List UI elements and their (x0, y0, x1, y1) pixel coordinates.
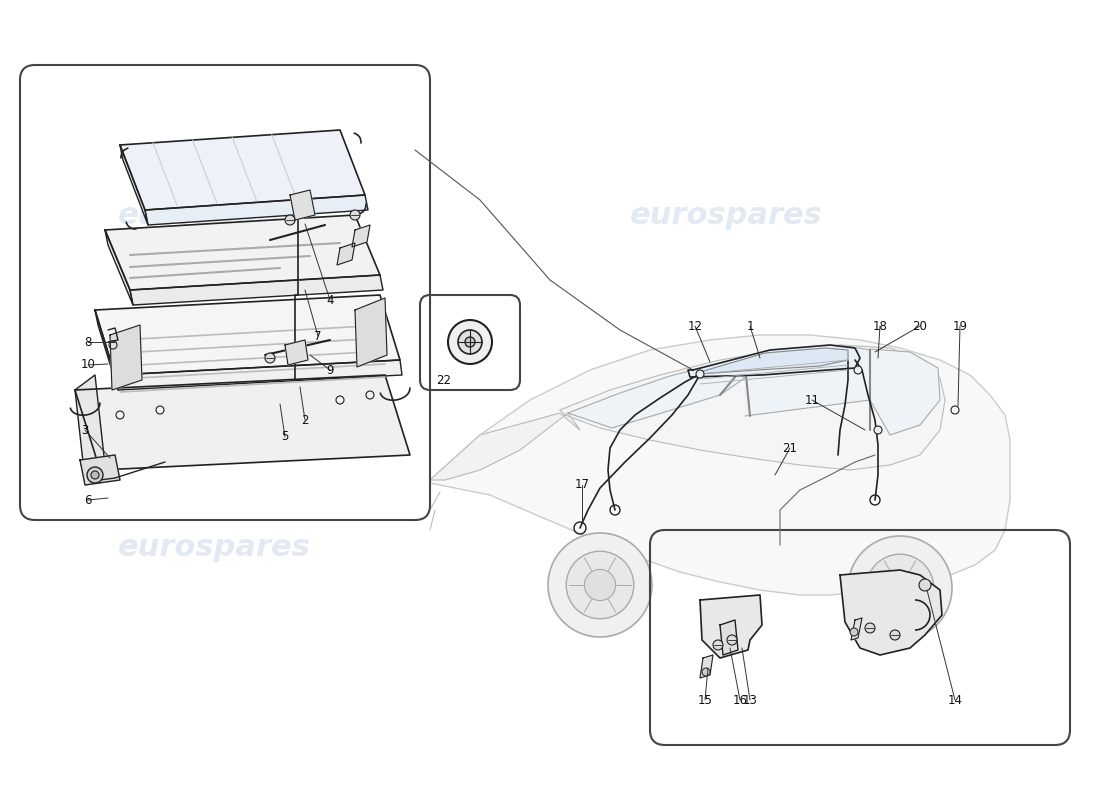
Circle shape (713, 640, 723, 650)
Circle shape (458, 330, 482, 354)
Text: 16: 16 (733, 694, 748, 706)
Text: 19: 19 (953, 319, 968, 333)
Polygon shape (337, 243, 355, 265)
Circle shape (850, 628, 858, 636)
Circle shape (874, 426, 882, 434)
Text: 6: 6 (85, 494, 91, 506)
Text: eurospares: eurospares (629, 534, 823, 562)
Circle shape (702, 668, 710, 676)
Circle shape (87, 467, 103, 483)
Polygon shape (745, 345, 870, 416)
Polygon shape (870, 349, 940, 435)
Text: 9: 9 (327, 363, 333, 377)
Text: 4: 4 (327, 294, 333, 306)
Polygon shape (352, 225, 370, 247)
Polygon shape (95, 310, 118, 390)
Polygon shape (130, 275, 383, 305)
Text: 3: 3 (81, 423, 89, 437)
Polygon shape (430, 335, 1010, 595)
Polygon shape (80, 455, 120, 485)
Polygon shape (700, 595, 762, 658)
Polygon shape (120, 130, 365, 210)
Circle shape (884, 573, 915, 603)
Text: 21: 21 (782, 442, 797, 454)
Text: 5: 5 (282, 430, 288, 443)
Circle shape (890, 630, 900, 640)
Circle shape (465, 337, 475, 347)
Text: 22: 22 (437, 374, 451, 386)
Text: 17: 17 (574, 478, 590, 491)
Polygon shape (697, 348, 848, 374)
Circle shape (285, 215, 295, 225)
Text: 20: 20 (913, 319, 927, 333)
Text: 1: 1 (746, 319, 754, 333)
Polygon shape (720, 620, 738, 655)
Polygon shape (568, 363, 745, 428)
Polygon shape (145, 195, 368, 225)
Polygon shape (700, 655, 713, 678)
Circle shape (696, 370, 704, 378)
Polygon shape (95, 295, 400, 375)
Circle shape (918, 579, 931, 591)
Polygon shape (285, 340, 308, 365)
Circle shape (566, 551, 634, 619)
Text: eurospares: eurospares (118, 534, 311, 562)
Polygon shape (104, 215, 379, 290)
Polygon shape (355, 298, 387, 367)
Text: 11: 11 (804, 394, 820, 406)
Circle shape (91, 471, 99, 479)
Circle shape (265, 353, 275, 363)
Text: 15: 15 (697, 694, 713, 706)
Circle shape (584, 570, 616, 601)
Polygon shape (116, 360, 402, 390)
Text: 2: 2 (301, 414, 309, 426)
Text: 18: 18 (872, 319, 888, 333)
Polygon shape (120, 145, 148, 225)
Polygon shape (290, 190, 315, 220)
Polygon shape (75, 375, 104, 480)
Circle shape (865, 623, 874, 633)
Text: 14: 14 (947, 694, 962, 706)
Polygon shape (688, 345, 860, 377)
Circle shape (350, 210, 360, 220)
Polygon shape (840, 570, 942, 655)
Polygon shape (430, 413, 580, 480)
Polygon shape (110, 325, 142, 390)
Polygon shape (560, 345, 945, 470)
Circle shape (866, 554, 934, 622)
Text: 7: 7 (315, 330, 321, 342)
Text: 12: 12 (688, 319, 703, 333)
Text: eurospares: eurospares (118, 202, 311, 230)
Circle shape (727, 635, 737, 645)
Circle shape (848, 536, 952, 640)
Circle shape (548, 533, 652, 637)
Polygon shape (104, 230, 133, 305)
Polygon shape (851, 618, 862, 640)
Text: 10: 10 (80, 358, 96, 371)
Circle shape (854, 366, 862, 374)
Text: eurospares: eurospares (629, 202, 823, 230)
Circle shape (448, 320, 492, 364)
Text: 8: 8 (85, 335, 91, 349)
Polygon shape (75, 375, 410, 470)
Text: 13: 13 (742, 694, 758, 706)
